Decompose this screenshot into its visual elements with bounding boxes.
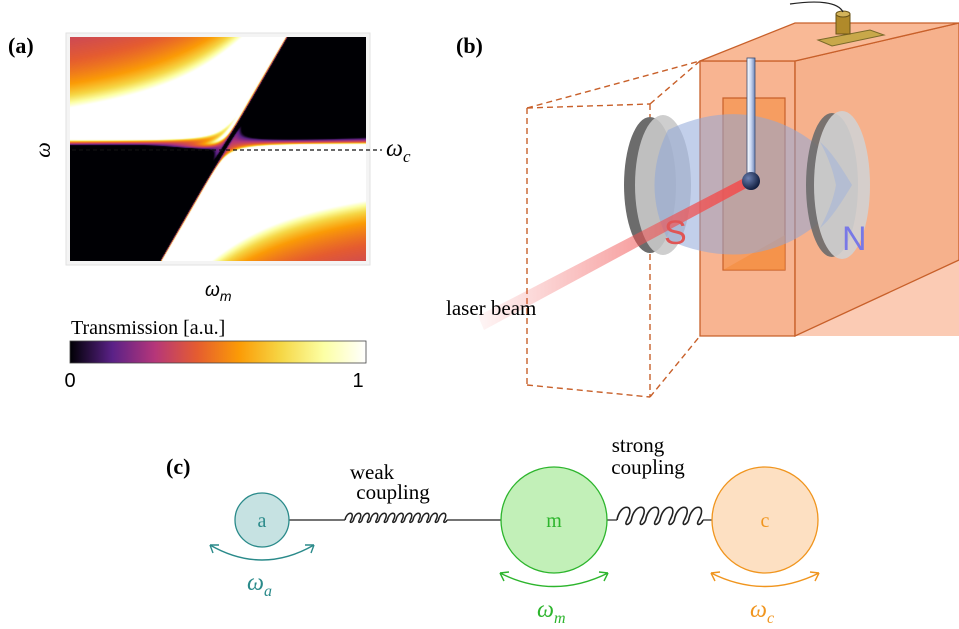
- y-axis-label: ω: [30, 142, 55, 158]
- x-axis-label: ωm: [205, 280, 232, 304]
- dashed-cavity-outline: [526, 60, 701, 398]
- oscillator-c-label: c: [761, 510, 770, 532]
- oscillator-c: c ωc: [710, 466, 820, 627]
- oscillator-m-label: m: [546, 510, 562, 532]
- panel-a-label: (a): [8, 33, 34, 58]
- north-label: N: [842, 220, 867, 258]
- strong-coupling-spring: [616, 506, 704, 526]
- oscillator-m: m ωm: [499, 466, 609, 627]
- transmission-map: [65, 32, 371, 266]
- frequency-label-m: ωm: [537, 597, 566, 627]
- south-label: S: [664, 214, 687, 252]
- panel-b-label: (b): [456, 33, 483, 58]
- weak-coupling-spring: [344, 512, 448, 524]
- north-magnet: [806, 111, 870, 259]
- colorbar-min-label: 0: [64, 370, 75, 392]
- weak-coupling-label-1: weak: [350, 460, 395, 484]
- colorbar-max-label: 1: [352, 370, 363, 392]
- colorbar-title: Transmission [a.u.]: [71, 317, 225, 339]
- heatmap-image: [70, 37, 366, 261]
- laser-beam: [478, 176, 752, 330]
- oscillation-arrow-m: [499, 572, 609, 588]
- frequency-label-a: ωa: [247, 570, 272, 600]
- oscillator-a-label: a: [258, 510, 267, 532]
- laser-beam-label: laser beam: [446, 296, 536, 320]
- colorbar: [69, 340, 367, 364]
- frequency-label-c: ωc: [750, 597, 774, 627]
- oscillation-arrow-a: [209, 544, 315, 561]
- suspension-rod: [746, 57, 756, 181]
- weak-coupling-label-2: coupling: [356, 480, 430, 504]
- yig-sphere: [742, 172, 760, 190]
- strong-coupling-label-1: strong: [612, 433, 665, 457]
- oscillator-a: a ωa: [209, 492, 315, 600]
- cavity-frequency-label: ωc: [386, 136, 411, 166]
- panel-c-label: (c): [166, 454, 190, 479]
- antenna-connector: [789, 1, 886, 47]
- strong-coupling-label-2: coupling: [611, 455, 685, 479]
- oscillation-arrow-c: [710, 572, 820, 588]
